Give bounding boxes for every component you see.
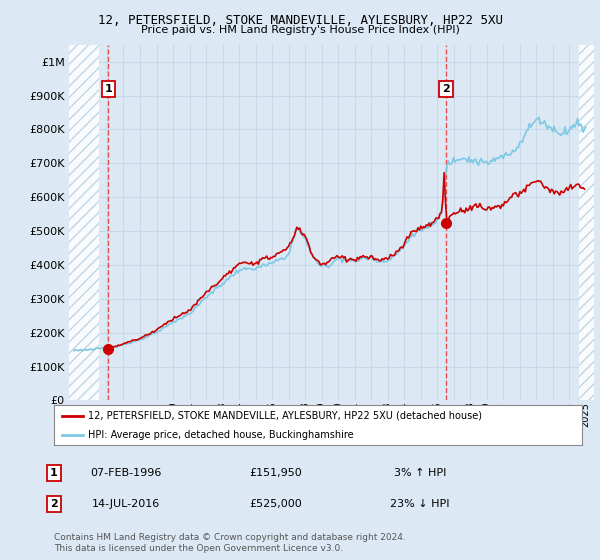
- Text: 1: 1: [104, 84, 112, 94]
- Text: 14-JUL-2016: 14-JUL-2016: [92, 499, 160, 509]
- Text: Price paid vs. HM Land Registry's House Price Index (HPI): Price paid vs. HM Land Registry's House …: [140, 25, 460, 35]
- Text: 12, PETERSFIELD, STOKE MANDEVILLE, AYLESBURY, HP22 5XU (detached house): 12, PETERSFIELD, STOKE MANDEVILLE, AYLES…: [88, 411, 482, 421]
- Text: 2: 2: [50, 499, 58, 509]
- Text: Contains HM Land Registry data © Crown copyright and database right 2024.
This d: Contains HM Land Registry data © Crown c…: [54, 533, 406, 553]
- Text: HPI: Average price, detached house, Buckinghamshire: HPI: Average price, detached house, Buck…: [88, 430, 354, 440]
- Text: £151,950: £151,950: [250, 468, 302, 478]
- Text: 23% ↓ HPI: 23% ↓ HPI: [390, 499, 450, 509]
- Text: 07-FEB-1996: 07-FEB-1996: [91, 468, 161, 478]
- Text: 1: 1: [50, 468, 58, 478]
- Text: 2: 2: [442, 84, 450, 94]
- Text: £525,000: £525,000: [250, 499, 302, 509]
- Bar: [69, 45, 99, 400]
- Bar: [579, 45, 594, 400]
- Text: 12, PETERSFIELD, STOKE MANDEVILLE, AYLESBURY, HP22 5XU: 12, PETERSFIELD, STOKE MANDEVILLE, AYLES…: [97, 14, 503, 27]
- Text: 3% ↑ HPI: 3% ↑ HPI: [394, 468, 446, 478]
